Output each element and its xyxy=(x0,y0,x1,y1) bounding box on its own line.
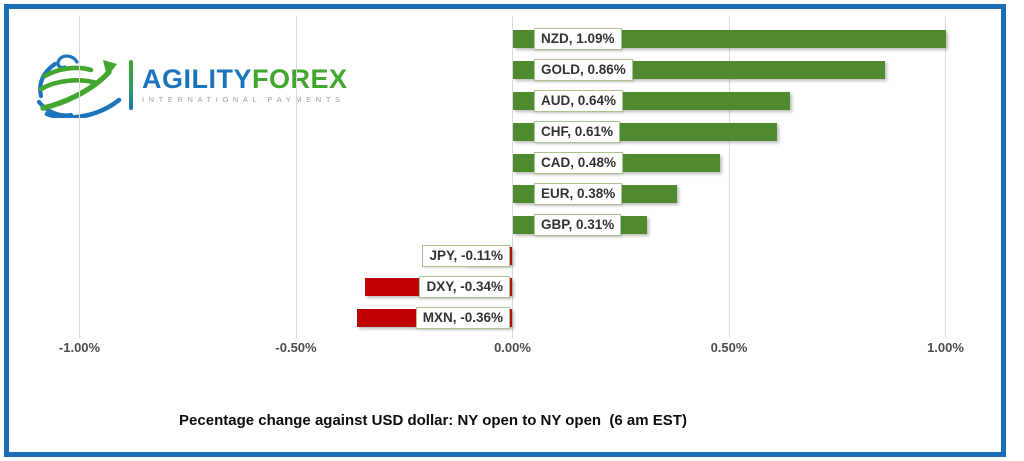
data-label-gold: GOLD, 0.86% xyxy=(534,58,633,81)
logo-divider xyxy=(129,60,133,110)
gridline xyxy=(945,16,946,338)
x-axis-tick-label: 0.50% xyxy=(710,340,748,355)
x-axis-tick-label: 1.00% xyxy=(927,340,964,355)
brand-name: AGILITYFOREX xyxy=(142,64,348,94)
globe-arrow-icon xyxy=(36,54,122,118)
data-label-aud: AUD, 0.64% xyxy=(534,89,624,112)
x-axis-tick-label: 0.00% xyxy=(494,340,531,355)
agilityforex-logo: AGILITYFOREX INTERNATIONAL PAYMENTS xyxy=(33,52,348,118)
data-label-gbp: GBP, 0.31% xyxy=(534,213,622,236)
logo-subtitle: INTERNATIONAL PAYMENTS xyxy=(142,95,345,104)
gridline xyxy=(295,16,297,338)
gridline xyxy=(512,16,513,338)
data-label-eur: EUR, 0.38% xyxy=(534,182,623,205)
data-label-dxy: DXY, -0.34% xyxy=(419,275,510,298)
gridline xyxy=(79,16,80,338)
x-axis-tick-label: -0.50% xyxy=(275,340,317,355)
data-label-mxn: MXN, -0.36% xyxy=(415,306,510,329)
gridline xyxy=(728,16,730,338)
logo-text: AGILITYFOREX INTERNATIONAL PAYMENTS xyxy=(142,64,348,105)
brand-agility: AGILITY xyxy=(142,64,252,94)
x-axis-tick-label: -1.00% xyxy=(58,340,101,355)
data-label-jpy: JPY, -0.11% xyxy=(422,244,510,267)
data-label-nzd: NZD, 1.09% xyxy=(534,27,622,50)
brand-forex: FOREX xyxy=(252,64,348,94)
data-label-chf: CHF, 0.61% xyxy=(534,120,621,143)
chart-title: Pecentage change against USD dollar: NY … xyxy=(179,412,687,429)
data-label-cad: CAD, 0.48% xyxy=(534,151,624,174)
